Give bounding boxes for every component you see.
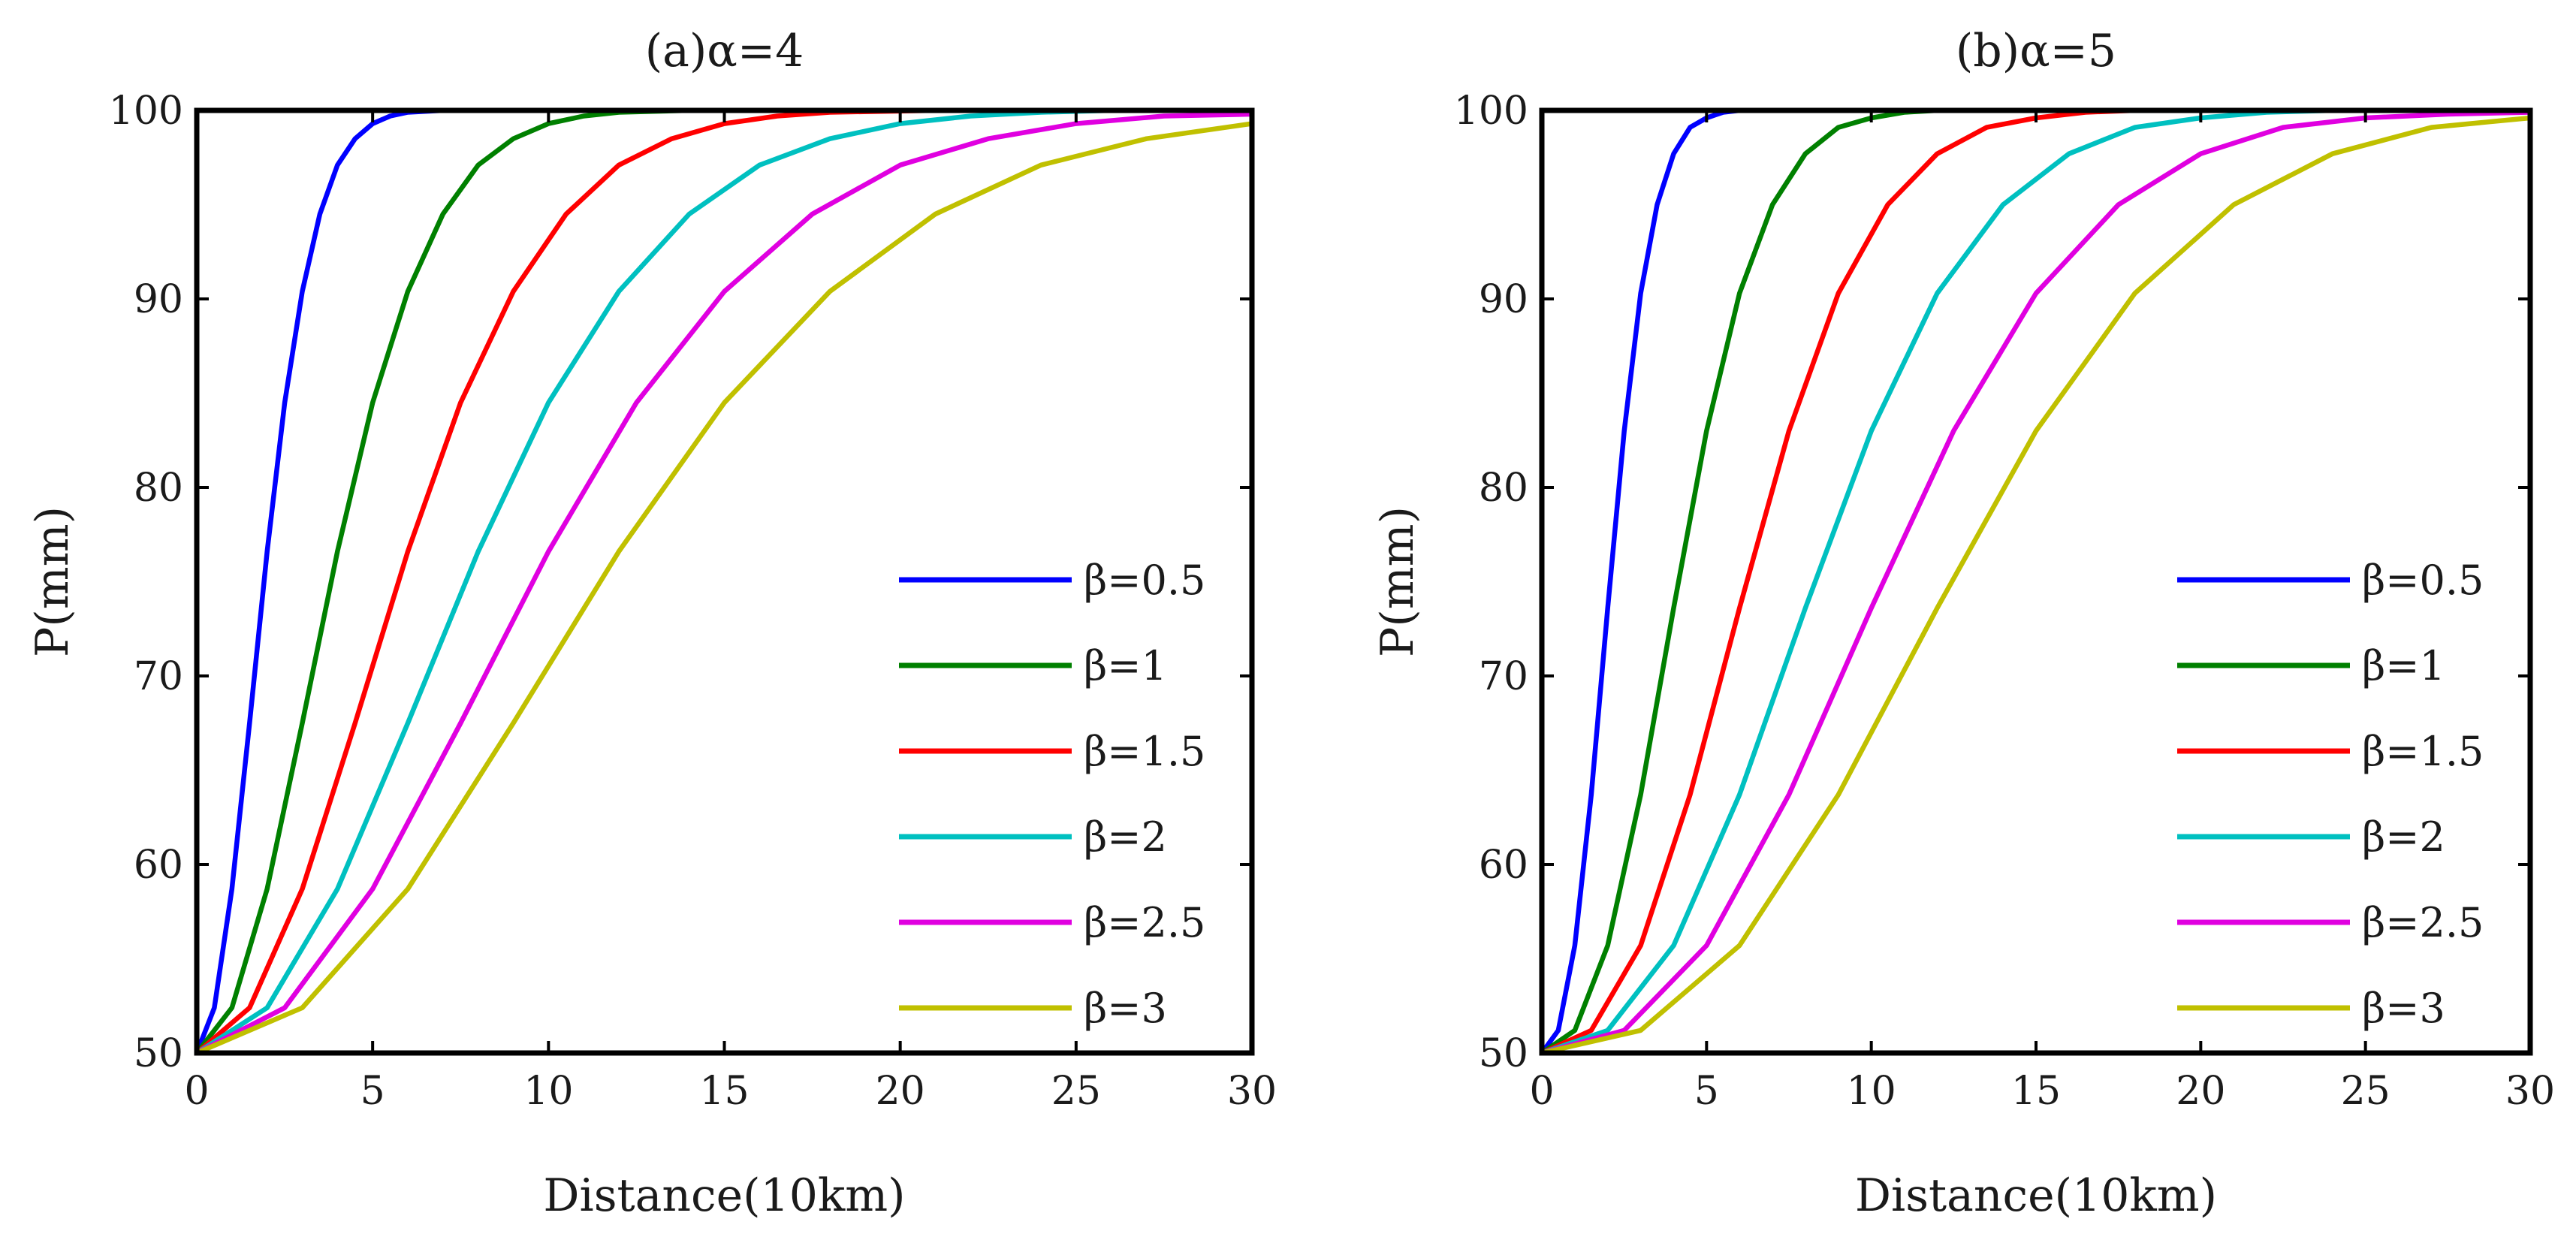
legend-label-4: β=2.5 [2362,899,2484,946]
legend-label-5: β=3 [2362,985,2445,1032]
x-axis-label: Distance(10km) [543,1169,905,1222]
legend-label-1: β=1 [2362,642,2445,689]
x-tick-label: 15 [699,1069,749,1114]
series-line-0 [197,110,1252,1053]
x-tick-label: 5 [360,1069,385,1114]
chart-title: (a)α=4 [645,25,804,77]
series-line-5 [1542,115,2530,1053]
y-axis-label: P(mm) [26,506,79,657]
legend-label-2: β=1.5 [1084,728,1205,775]
y-tick-label: 70 [134,654,183,699]
legend-label-0: β=0.5 [1084,557,1205,604]
legend-label-2: β=1.5 [2362,728,2484,775]
series-line-5 [197,121,1252,1053]
y-tick-label: 60 [134,843,183,888]
legend: β=0.5 β=1 β=1.5 β=2 β=2.5 β=3 [899,557,1205,1032]
y-tick-label: 50 [134,1031,183,1076]
legend-label-3: β=2 [2362,813,2445,861]
x-tick-label: 25 [1051,1069,1101,1114]
x-axis-label: Distance(10km) [1855,1169,2217,1222]
legend-label-5: β=3 [1084,985,1167,1032]
y-tick-label: 90 [134,277,183,322]
x-tick-label: 20 [876,1069,925,1114]
y-axis-label: P(mm) [1371,506,1424,657]
legend-label-3: β=2 [1084,813,1167,861]
series-line-4 [197,111,1252,1053]
y-tick-label: 60 [1479,843,1528,888]
x-tick-label: 25 [2341,1069,2390,1114]
x-tick-label: 5 [1694,1069,1719,1114]
x-tick-label: 30 [2505,1069,2555,1114]
chart-panel-1: (b)α=5 0 5 10 15 20 25 30 50 60 70 80 90 100 Distance(… [1371,25,2555,1222]
y-tick-label: 100 [1454,89,1528,134]
y-tick-label: 80 [1479,466,1528,511]
x-tick-label: 0 [1529,1069,1554,1114]
y-tick-label: 90 [1479,277,1528,322]
curves [1542,110,2530,1053]
series-line-3 [1542,110,2530,1053]
y-tick-label: 50 [1479,1031,1528,1076]
series-line-1 [1542,110,2530,1053]
x-tick-label: 10 [523,1069,573,1114]
x-tick-label: 0 [184,1069,209,1114]
x-tick-label: 20 [2176,1069,2225,1114]
legend-label-4: β=2.5 [1084,899,1205,946]
x-tick-label: 10 [1847,1069,1896,1114]
y-tick-label: 70 [1479,654,1528,699]
y-tick-label: 100 [109,89,183,134]
legend-label-1: β=1 [1084,642,1167,689]
legend-label-0: β=0.5 [2362,557,2484,604]
series-line-2 [1542,110,2530,1053]
series-line-0 [1542,110,2530,1053]
chart-title: (b)α=5 [1956,25,2116,77]
legend: β=0.5 β=1 β=1.5 β=2 β=2.5 β=3 [2177,557,2484,1032]
chart-panel-0: (a)α=4 0 5 10 15 20 25 30 50 60 70 80 90 100 Distance(… [26,25,1277,1222]
x-tick-label: 30 [1227,1069,1277,1114]
x-tick-label: 15 [2011,1069,2061,1114]
y-tick-label: 80 [134,466,183,511]
